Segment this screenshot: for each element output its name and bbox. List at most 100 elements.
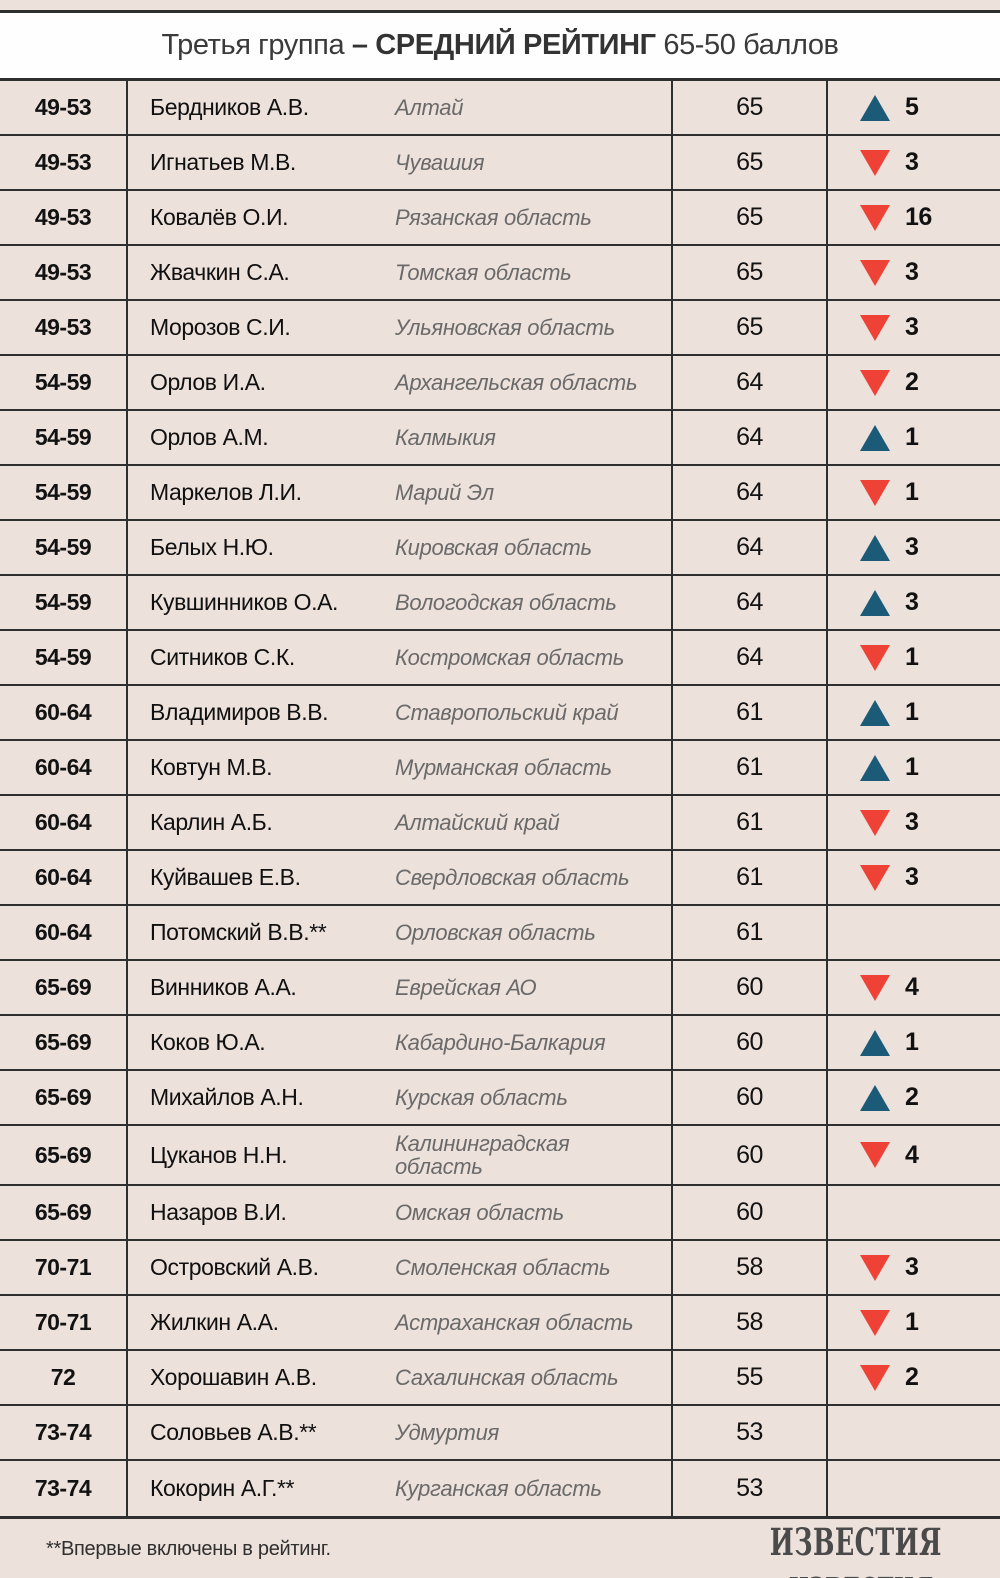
triangle-down-icon bbox=[860, 1142, 890, 1168]
top-strip bbox=[0, 0, 1000, 10]
region-cell: Чувашия bbox=[395, 136, 673, 189]
region-cell: Кировская область bbox=[395, 521, 673, 574]
footnote: **Впервые включены в рейтинг. bbox=[46, 1538, 331, 1560]
triangle-up-icon bbox=[860, 534, 890, 561]
change-cell bbox=[828, 1186, 1000, 1239]
region-cell: Калининградская область bbox=[395, 1126, 673, 1184]
name-cell: Жилкин А.А. bbox=[150, 1309, 279, 1335]
change-cell: 2 bbox=[828, 1351, 1000, 1404]
change-cell: 3 bbox=[828, 796, 1000, 849]
change-cell: 3 bbox=[828, 1241, 1000, 1294]
change-cell: 1 bbox=[828, 631, 1000, 684]
table-row: 49-53 Игнатьев М.В. Чувашия 65 3 bbox=[0, 136, 1000, 191]
rank-cell: 65-69 bbox=[0, 1071, 128, 1124]
change-cell bbox=[828, 906, 1000, 959]
name-cell: Владимиров В.В. bbox=[150, 699, 329, 725]
change-cell: 1 bbox=[828, 466, 1000, 519]
region-cell: Астраханская область bbox=[395, 1296, 673, 1349]
name-cell: Ковтун М.В. bbox=[150, 754, 273, 780]
name-cell: Маркелов Л.И. bbox=[150, 479, 302, 505]
rank-cell: 49-53 bbox=[0, 246, 128, 299]
triangle-down-icon bbox=[860, 204, 890, 231]
name-cell: Жвачкин С.А. bbox=[150, 259, 290, 285]
triangle-up-icon bbox=[860, 699, 890, 726]
name-cell: Морозов С.И. bbox=[150, 314, 291, 340]
rank-cell: 60-64 bbox=[0, 686, 128, 739]
score-cell: 61 bbox=[673, 686, 828, 739]
table-row: 73-74 Соловьев А.В.** Удмуртия 53 bbox=[0, 1406, 1000, 1461]
change-cell: 1 bbox=[828, 1296, 1000, 1349]
name-cell: Кувшинников О.А. bbox=[150, 589, 338, 615]
rank-cell: 60-64 bbox=[0, 741, 128, 794]
change-value: 2 bbox=[905, 1083, 919, 1111]
triangle-down-icon bbox=[860, 809, 890, 836]
triangle-up-icon bbox=[860, 1084, 890, 1111]
region-cell: Костромская область bbox=[395, 631, 673, 684]
name-cell: Назаров В.И. bbox=[150, 1199, 287, 1225]
rank-cell: 54-59 bbox=[0, 411, 128, 464]
triangle-down-icon bbox=[860, 1364, 890, 1391]
score-cell: 64 bbox=[673, 521, 828, 574]
name-cell: Островский А.В. bbox=[150, 1254, 319, 1280]
region-cell: Еврейская АО bbox=[395, 961, 673, 1014]
name-cell: Орлов А.М. bbox=[150, 424, 269, 450]
change-value: 4 bbox=[905, 1140, 919, 1169]
score-cell: 58 bbox=[673, 1296, 828, 1349]
table-row: 70-71 Жилкин А.А. Астраханская область 5… bbox=[0, 1296, 1000, 1351]
table-row: 60-64 Куйвашев Е.В. Свердловская область… bbox=[0, 851, 1000, 906]
score-cell: 61 bbox=[673, 741, 828, 794]
change-cell: 1 bbox=[828, 686, 1000, 739]
triangle-up-icon bbox=[860, 94, 890, 121]
name-cell: Цуканов Н.Н. bbox=[150, 1141, 288, 1168]
region-cell: Орловская область bbox=[395, 906, 673, 959]
region-cell: Кабардино-Балкария bbox=[395, 1016, 673, 1069]
triangle-up-icon bbox=[860, 424, 890, 451]
region-cell: Томская область bbox=[395, 246, 673, 299]
triangle-up-icon bbox=[860, 589, 890, 616]
region-cell: Рязанская область bbox=[395, 191, 673, 244]
table-row: 70-71 Островский А.В. Смоленская область… bbox=[0, 1241, 1000, 1296]
change-value: 1 bbox=[905, 1308, 919, 1336]
region-cell: Калмыкия bbox=[395, 411, 673, 464]
title-prefix: Третья группа bbox=[161, 29, 352, 61]
region-cell: Свердловская область bbox=[395, 851, 673, 904]
region-cell: Смоленская область bbox=[395, 1241, 673, 1294]
region-cell: Сахалинская область bbox=[395, 1351, 673, 1404]
score-cell: 64 bbox=[673, 631, 828, 684]
score-cell: 60 bbox=[673, 1071, 828, 1124]
change-value: 16 bbox=[905, 203, 932, 231]
triangle-down-icon bbox=[860, 369, 890, 396]
change-cell: 2 bbox=[828, 1071, 1000, 1124]
change-value: 3 bbox=[905, 1253, 919, 1281]
table-row: 65-69 Михайлов А.Н. Курская область 60 2 bbox=[0, 1071, 1000, 1126]
table-row: 65-69 Коков Ю.А. Кабардино-Балкария 60 1 bbox=[0, 1016, 1000, 1071]
triangle-down-icon bbox=[860, 1309, 890, 1336]
table-row: 49-53 Морозов С.И. Ульяновская область 6… bbox=[0, 301, 1000, 356]
change-value: 3 bbox=[905, 588, 919, 616]
score-cell: 61 bbox=[673, 906, 828, 959]
change-cell: 3 bbox=[828, 576, 1000, 629]
table-row: 60-64 Карлин А.Б. Алтайский край 61 3 bbox=[0, 796, 1000, 851]
change-value: 3 bbox=[905, 313, 919, 341]
change-value: 3 bbox=[905, 148, 919, 176]
score-cell: 61 bbox=[673, 796, 828, 849]
name-cell: Карлин А.Б. bbox=[150, 809, 273, 835]
triangle-down-icon bbox=[860, 314, 890, 341]
table-row: 65-69 Цуканов Н.Н. Калининградская облас… bbox=[0, 1126, 1000, 1186]
table-row: 60-64 Владимиров В.В. Ставропольский кра… bbox=[0, 686, 1000, 741]
score-cell: 61 bbox=[673, 851, 828, 904]
score-cell: 60 bbox=[673, 961, 828, 1014]
name-cell: Потомский В.В.** bbox=[150, 919, 327, 945]
change-value: 1 bbox=[905, 753, 919, 781]
name-cell: Кокорин А.Г.** bbox=[150, 1475, 295, 1501]
change-value: 3 bbox=[905, 863, 919, 891]
name-cell: Бердников А.В. bbox=[150, 94, 309, 120]
triangle-down-icon bbox=[860, 479, 890, 506]
score-cell: 64 bbox=[673, 466, 828, 519]
region-cell: Вологодская область bbox=[395, 576, 673, 629]
score-cell: 60 bbox=[673, 1186, 828, 1239]
table-row: 73-74 Кокорин А.Г.** Курганская область … bbox=[0, 1461, 1000, 1516]
region-cell: Курская область bbox=[395, 1071, 673, 1124]
score-cell: 58 bbox=[673, 1241, 828, 1294]
